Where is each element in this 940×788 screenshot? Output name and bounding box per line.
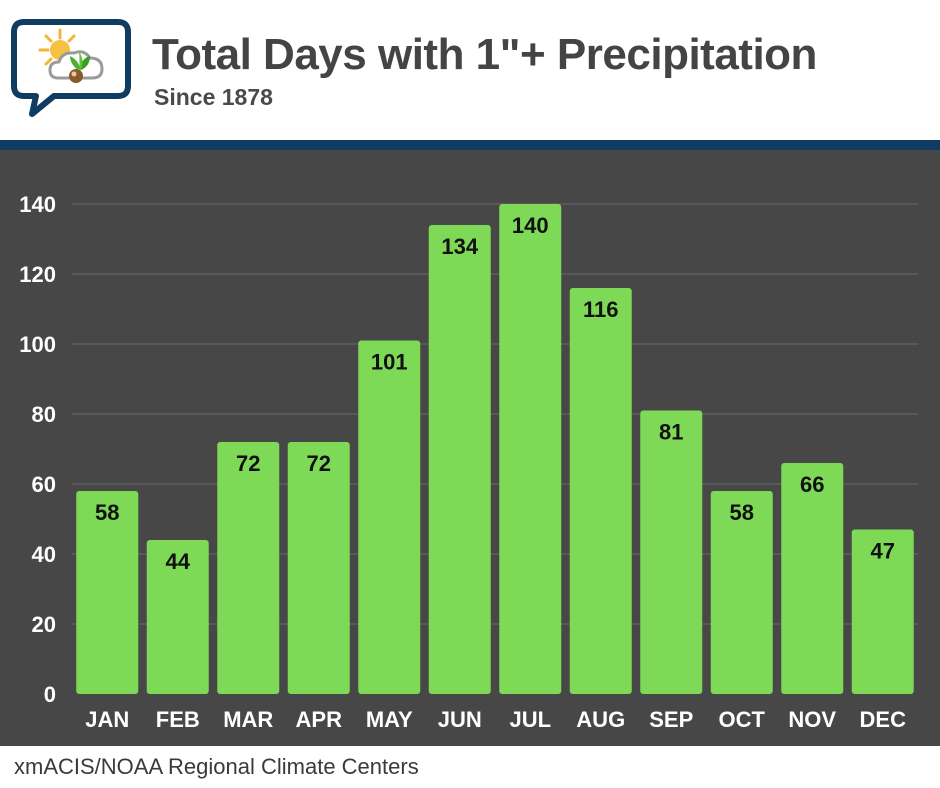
data-label: 81 [659, 420, 683, 445]
data-label: 72 [307, 451, 331, 476]
data-label: 58 [730, 500, 754, 525]
data-label: 66 [800, 472, 824, 497]
x-tick-label: AUG [576, 707, 625, 732]
y-tick-label: 20 [32, 612, 56, 637]
x-tick-label: MAR [223, 707, 273, 732]
x-tick-label: FEB [156, 707, 200, 732]
bar-aug [569, 288, 632, 694]
bar-chart: 0 20 40 60 80 100 120 140 58 JAN 44 FEB 72 MAR 72 APR 10… [19, 192, 918, 732]
bar-jun [428, 225, 491, 694]
x-tick-label: APR [296, 707, 343, 732]
bar-apr [287, 442, 350, 694]
bar-nov [781, 463, 844, 694]
y-tick-label: 60 [32, 472, 56, 497]
data-label: 58 [95, 500, 119, 525]
data-label: 116 [583, 297, 619, 322]
bar-oct [710, 491, 773, 694]
source-credit: xmACIS/NOAA Regional Climate Centers [14, 754, 419, 779]
bar-may [358, 340, 421, 694]
data-label: 44 [166, 549, 191, 574]
data-label: 101 [371, 350, 408, 375]
y-tick-label: 40 [32, 542, 56, 567]
x-tick-label: JUL [509, 707, 551, 732]
x-tick-label: NOV [788, 707, 836, 732]
bar-mar [217, 442, 280, 694]
x-tick-label: JAN [85, 707, 129, 732]
page-title: Total Days with 1"+ Precipitation [152, 30, 817, 79]
data-label: 140 [512, 213, 549, 238]
header-divider [0, 140, 940, 150]
data-label: 47 [871, 539, 895, 564]
data-label: 72 [236, 451, 260, 476]
weather-sun-cloud-plant-icon [11, 19, 131, 117]
x-tick-label: SEP [649, 707, 693, 732]
x-tick-label: DEC [860, 707, 907, 732]
bar-sep [640, 410, 703, 694]
bar-jul [499, 204, 562, 694]
data-label: 134 [441, 234, 478, 259]
chart-area: 0 20 40 60 80 100 120 140 58 JAN 44 FEB 72 MAR 72 APR 10… [0, 150, 940, 746]
bar-jan [76, 491, 139, 694]
y-tick-label: 80 [32, 402, 56, 427]
x-tick-label: JUN [438, 707, 482, 732]
x-tick-label: MAY [366, 707, 413, 732]
bar-feb [146, 540, 209, 694]
y-tick-label: 100 [19, 332, 56, 357]
x-tick-label: OCT [719, 707, 766, 732]
y-tick-label: 120 [19, 262, 56, 287]
bar-dec [851, 529, 914, 694]
y-tick-label: 140 [19, 192, 56, 217]
header: Total Days with 1"+ Precipitation Since … [0, 0, 940, 140]
page-subtitle: Since 1878 [154, 84, 273, 110]
y-tick-label: 0 [44, 682, 56, 707]
